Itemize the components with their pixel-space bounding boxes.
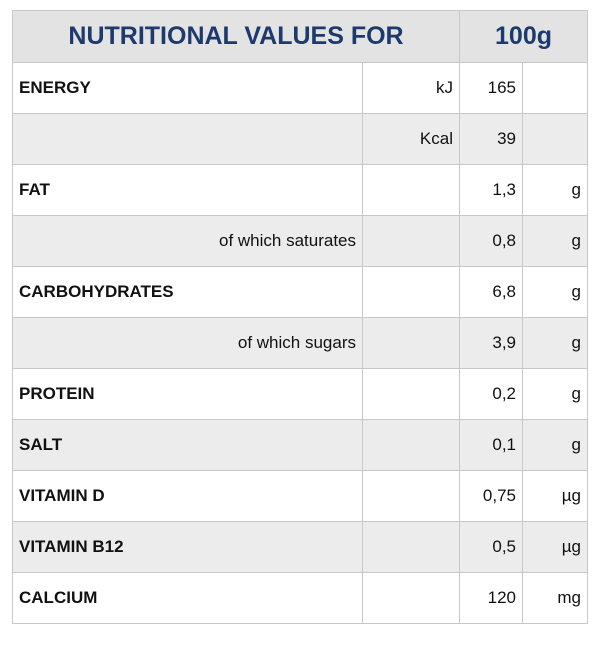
nutrient-value: 39 bbox=[459, 113, 523, 165]
energy-unit bbox=[362, 572, 460, 624]
nutrition-table: NUTRITIONAL VALUES FOR 100g ENERGY kJ 165 K… bbox=[12, 10, 589, 624]
energy-unit bbox=[362, 215, 460, 267]
nutrient-value: 6,8 bbox=[459, 266, 523, 318]
header-row: NUTRITIONAL VALUES FOR 100g bbox=[12, 10, 589, 63]
energy-unit bbox=[362, 470, 460, 522]
header-amount: 100g bbox=[458, 10, 589, 63]
nutrient-row: VITAMIN B12 0,5 µg bbox=[12, 521, 589, 573]
nutrient-value: 3,9 bbox=[459, 317, 523, 369]
nutrient-label: CARBOHYDRATES bbox=[12, 266, 363, 318]
nutrient-row: SALT 0,1 g bbox=[12, 419, 589, 471]
nutrient-unit bbox=[521, 62, 589, 114]
energy-unit bbox=[362, 266, 460, 318]
energy-unit: Kcal bbox=[362, 113, 460, 165]
nutrient-row: of which sugars 3,9 g bbox=[12, 317, 589, 369]
nutrient-row: PROTEIN 0,2 g bbox=[12, 368, 589, 420]
nutrient-label: SALT bbox=[12, 419, 363, 471]
nutrient-unit: g bbox=[521, 215, 589, 267]
nutrient-row: Kcal 39 bbox=[12, 113, 589, 165]
nutrient-unit: mg bbox=[521, 572, 589, 624]
nutrient-row: CALCIUM 120 mg bbox=[12, 572, 589, 624]
energy-unit bbox=[362, 368, 460, 420]
header-title: NUTRITIONAL VALUES FOR bbox=[12, 10, 460, 63]
nutrient-label: FAT bbox=[12, 164, 363, 216]
nutrient-value: 0,75 bbox=[459, 470, 523, 522]
nutrient-unit: µg bbox=[521, 470, 589, 522]
nutrient-value: 0,2 bbox=[459, 368, 523, 420]
energy-unit bbox=[362, 164, 460, 216]
energy-unit bbox=[362, 419, 460, 471]
energy-unit: kJ bbox=[362, 62, 460, 114]
nutrient-value: 0,1 bbox=[459, 419, 523, 471]
nutrient-row: of which saturates 0,8 g bbox=[12, 215, 589, 267]
nutrient-row: CARBOHYDRATES 6,8 g bbox=[12, 266, 589, 318]
nutrient-label: VITAMIN D bbox=[12, 470, 363, 522]
nutrient-value: 165 bbox=[459, 62, 523, 114]
table-body: NUTRITIONAL VALUES FOR 100g ENERGY kJ 165 K… bbox=[12, 10, 589, 624]
nutrient-label: CALCIUM bbox=[12, 572, 363, 624]
nutrient-label: VITAMIN B12 bbox=[12, 521, 363, 573]
nutrient-value: 0,5 bbox=[459, 521, 523, 573]
nutrient-sublabel bbox=[12, 113, 363, 165]
nutrient-value: 1,3 bbox=[459, 164, 523, 216]
nutrient-unit: g bbox=[521, 164, 589, 216]
nutrient-label: PROTEIN bbox=[12, 368, 363, 420]
nutrient-row: VITAMIN D 0,75 µg bbox=[12, 470, 589, 522]
nutrient-value: 120 bbox=[459, 572, 523, 624]
nutrient-unit: g bbox=[521, 266, 589, 318]
energy-unit bbox=[362, 521, 460, 573]
nutrient-label: ENERGY bbox=[12, 62, 363, 114]
nutrient-unit bbox=[521, 113, 589, 165]
nutrient-unit: g bbox=[521, 317, 589, 369]
nutrient-row: FAT 1,3 g bbox=[12, 164, 589, 216]
nutrient-unit: µg bbox=[521, 521, 589, 573]
energy-unit bbox=[362, 317, 460, 369]
nutrient-row: ENERGY kJ 165 bbox=[12, 62, 589, 114]
nutrient-sublabel: of which saturates bbox=[12, 215, 363, 267]
nutrient-unit: g bbox=[521, 368, 589, 420]
nutrient-sublabel: of which sugars bbox=[12, 317, 363, 369]
nutrient-value: 0,8 bbox=[459, 215, 523, 267]
nutrient-unit: g bbox=[521, 419, 589, 471]
